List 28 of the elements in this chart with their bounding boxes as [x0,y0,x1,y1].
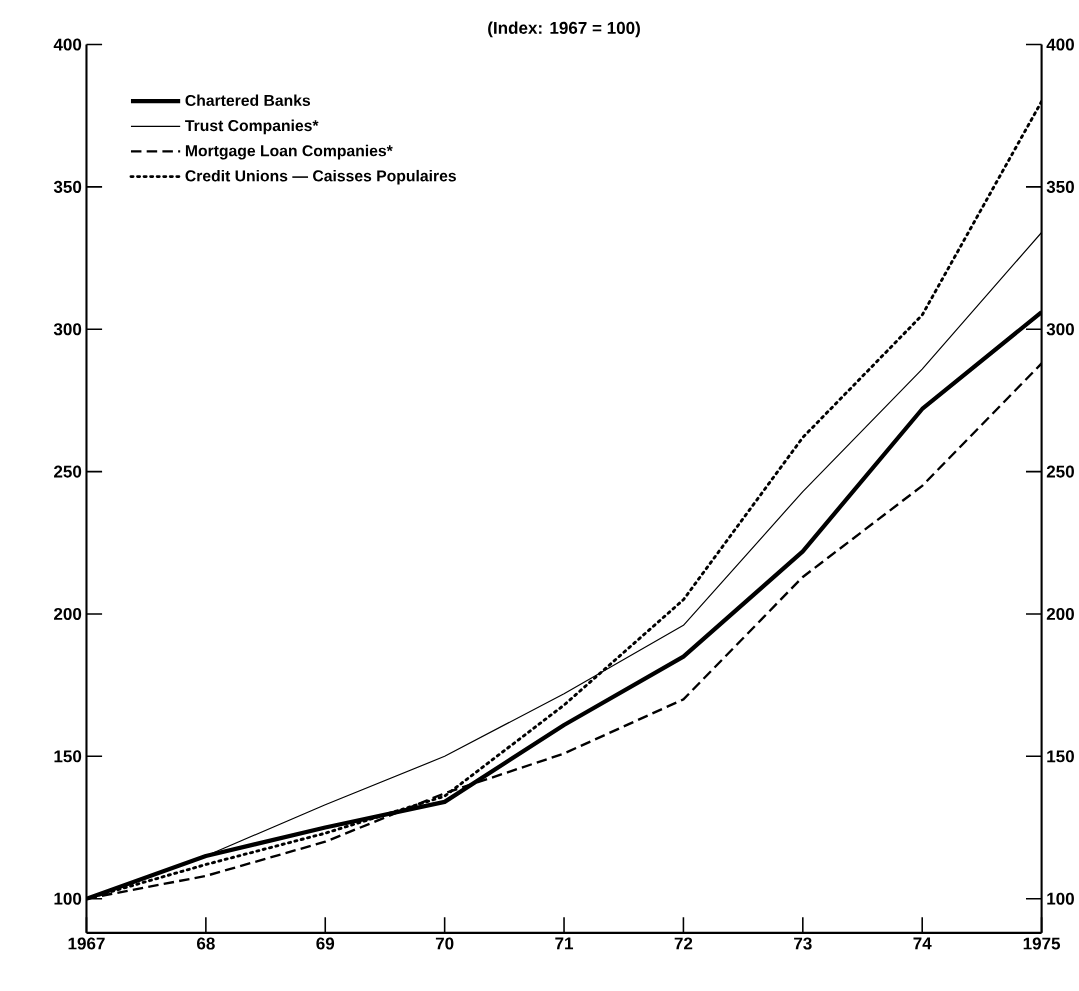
x-tick-label: 72 [674,937,693,950]
legend-label: Mortgage Loan Companies* [185,145,393,160]
y-tick-label: 350 [53,181,82,194]
y-tick-label: 150 [54,750,82,763]
x-tick-label: 73 [794,937,812,950]
legend-label: Trust Companies* [185,119,319,135]
y-tick-label: 100 [54,892,82,905]
y2-tick-label: 100 [1047,892,1074,905]
x-tick-label: 1967 [68,937,105,950]
legend-label: Chartered Banks [185,94,311,107]
y2-tick-label: 200 [1046,608,1074,621]
y2-tick-label: 300 [1046,323,1074,336]
y-tick-label: 300 [53,323,82,336]
x-tick-label: 1975 [1023,937,1061,950]
y-tick-label: 400 [53,38,82,51]
x-tick-label: 70 [435,937,454,950]
x-tick-label: 69 [316,937,335,950]
y-tick-label: 250 [54,465,82,478]
x-tick-label: 74 [913,937,932,950]
chart-title: (Index: 1967 = 100) [488,21,640,38]
y2-tick-label: 400 [1046,38,1074,51]
y-tick-label: 200 [54,608,82,621]
x-tick-label: 71 [555,937,574,950]
y2-tick-label: 150 [1047,750,1074,763]
y2-tick-label: 350 [1046,181,1074,194]
legend-label: Credit Unions — Caisses Populaires [185,170,456,185]
x-tick-label: 68 [197,937,215,950]
y2-tick-label: 250 [1046,465,1074,478]
